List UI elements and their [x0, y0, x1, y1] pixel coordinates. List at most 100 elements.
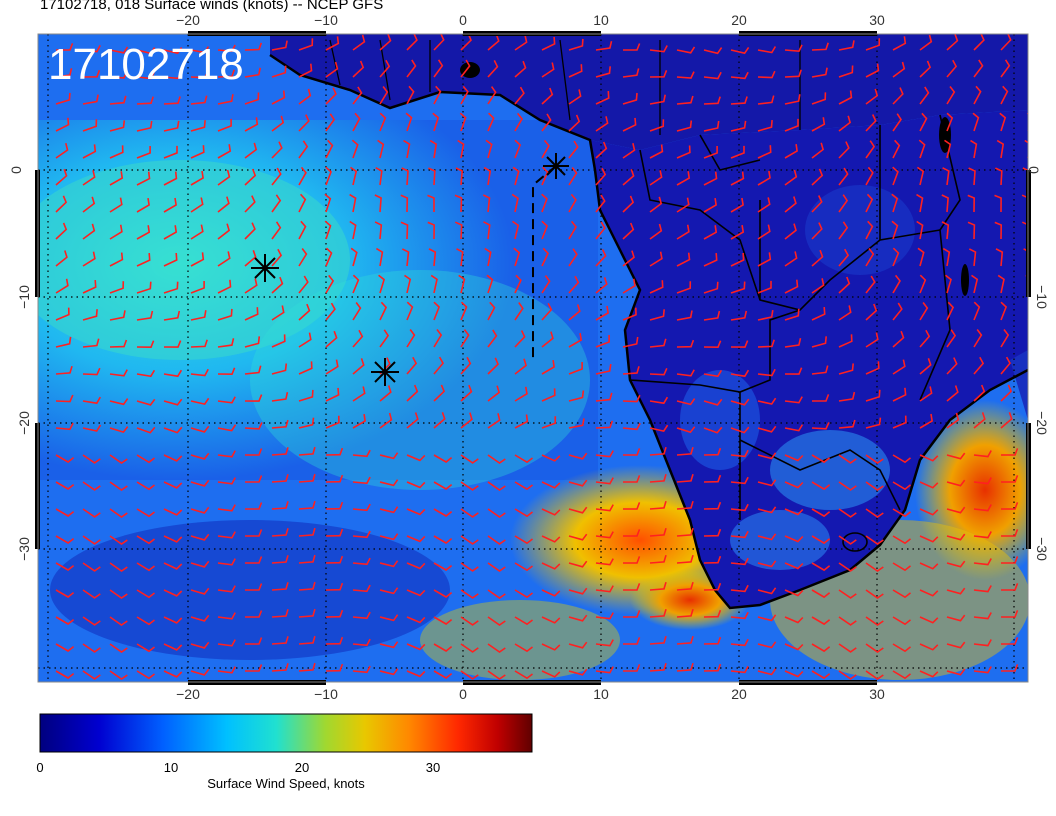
wind-barb [730, 340, 749, 348]
wind-barb [838, 670, 857, 680]
wind-barb [568, 641, 588, 649]
lon-tick-bottom: 0 [459, 686, 467, 702]
wind-barb [460, 589, 479, 599]
wind-barb [622, 222, 635, 240]
wind-barb [970, 139, 978, 159]
wind-barb [838, 334, 853, 348]
wind-barb [838, 305, 852, 321]
wind-barb [676, 608, 694, 618]
wind-barb [109, 643, 128, 653]
wind-barb [622, 336, 639, 348]
wind-barb [487, 301, 496, 321]
wind-barb [163, 589, 183, 597]
wind-barb [460, 301, 468, 321]
wind-barb [401, 167, 409, 186]
wind-barb [784, 616, 804, 624]
wind-barb [514, 330, 526, 348]
wind-barb [838, 454, 857, 464]
wind-barb [217, 169, 231, 186]
wind-barb [676, 46, 696, 54]
wind-barb [595, 194, 606, 213]
wind-barb [784, 279, 799, 294]
wind-barb [82, 94, 99, 105]
wind-barb [941, 221, 950, 240]
wind-barb [136, 562, 155, 572]
wind-barb [298, 581, 316, 591]
wind-barb [514, 508, 533, 518]
wind-barb [190, 170, 204, 186]
wind-barb [622, 250, 635, 267]
wind-barb [406, 85, 415, 105]
wind-barb [676, 171, 691, 186]
wind-barb [541, 220, 549, 240]
wind-barb [623, 556, 641, 564]
wind-barb [622, 278, 636, 294]
wind-barb [1000, 34, 1012, 51]
wind-barb [1027, 616, 1028, 617]
wind-barb [190, 310, 207, 321]
wind-barb [1000, 448, 1019, 456]
wind-barb [892, 589, 911, 599]
wind-barb [649, 396, 669, 405]
wind-barb [946, 506, 966, 514]
wind-barb [784, 69, 802, 78]
wind-barb [568, 362, 583, 375]
wind-barb [838, 508, 857, 518]
wind-barb [352, 449, 371, 458]
wind-barb [757, 425, 777, 433]
wind-barb [622, 117, 637, 132]
wind-barb [245, 529, 263, 537]
wind-barb [82, 280, 97, 294]
wind-barb [730, 197, 744, 213]
wind-barb [244, 67, 261, 78]
lon-tick-bottom: −10 [314, 686, 338, 702]
wind-barb [811, 249, 824, 267]
wind-barb [919, 670, 939, 678]
wind-barb [55, 365, 73, 375]
wind-barb [946, 479, 966, 487]
wind-barb [245, 556, 263, 564]
wind-barb [82, 535, 101, 545]
wind-barb [82, 196, 96, 213]
wind-barb [946, 641, 966, 649]
wind-barb [460, 535, 479, 545]
lat-tick-left: −20 [15, 411, 32, 435]
wind-barb [459, 112, 467, 132]
wind-barb [514, 386, 528, 402]
wind-barb [1000, 59, 1011, 78]
wind-barb [352, 386, 366, 402]
wind-barb [973, 450, 992, 458]
wind-barb [703, 528, 722, 537]
wind-barb [325, 415, 340, 429]
wind-barb [325, 166, 332, 186]
wind-barb [350, 166, 358, 186]
wind-barb [649, 45, 668, 53]
wind-barb [919, 616, 939, 624]
wind-barb [968, 248, 977, 267]
wind-barb [460, 384, 473, 402]
wind-barb [919, 589, 939, 597]
wind-barb [271, 334, 286, 348]
wind-barb [595, 666, 614, 674]
wind-barb [298, 140, 309, 159]
lon-tick-top: −10 [314, 12, 338, 28]
wind-barb [163, 535, 183, 543]
wind-barb [892, 387, 907, 402]
wind-barb [349, 220, 357, 240]
wind-barb [271, 392, 289, 402]
wind-barb [325, 274, 335, 294]
wind-barb [487, 357, 499, 375]
wind-barb [568, 533, 588, 541]
wind-barb [454, 221, 463, 240]
wind-barb [379, 668, 399, 676]
wind-barb [378, 274, 386, 294]
wind-barb [595, 639, 614, 647]
wind-barb [217, 367, 236, 376]
wind-barb [136, 197, 150, 213]
wind-barb [595, 531, 614, 539]
wind-barb [55, 195, 68, 213]
wind-barb [487, 616, 506, 626]
wind-barb [163, 616, 183, 624]
wind-barb [784, 454, 804, 462]
